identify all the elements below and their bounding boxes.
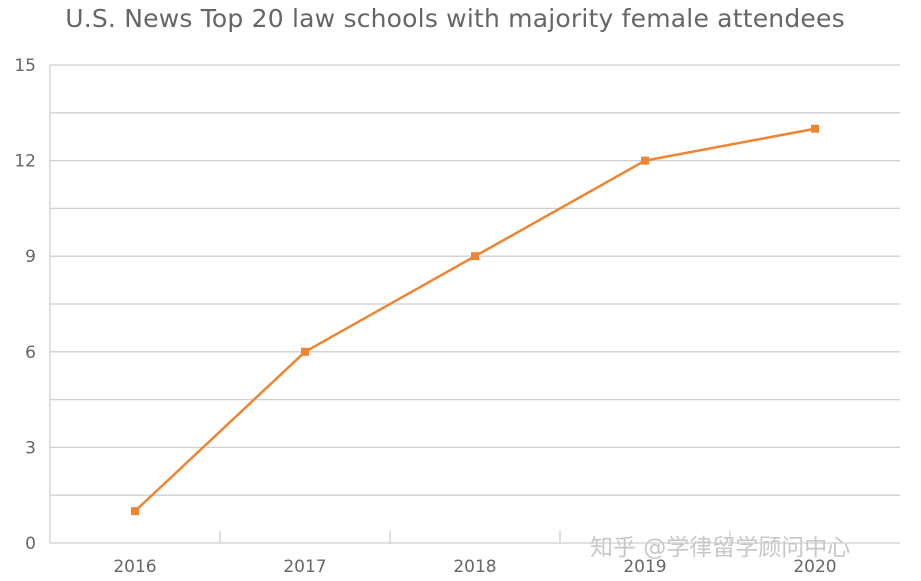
watermark-text: 知乎 @学律留学顾问中心 xyxy=(590,535,851,561)
data-point xyxy=(301,347,309,356)
data-point xyxy=(811,124,819,133)
gridlines xyxy=(50,64,900,496)
data-point xyxy=(131,507,139,516)
y-tick-label: 9 xyxy=(25,247,36,267)
y-tick-labels: 0 3 6 9 12 15 xyxy=(14,56,36,554)
x-tick-label: 2017 xyxy=(283,557,326,577)
x-tick-label: 2020 xyxy=(793,557,836,577)
y-tick-label: 12 xyxy=(14,152,36,172)
y-tick-label: 0 xyxy=(25,534,36,554)
x-tick-label: 2016 xyxy=(113,557,156,577)
series-line xyxy=(134,127,816,513)
series-group xyxy=(131,124,819,516)
data-point xyxy=(471,252,479,261)
y-tick-label: 15 xyxy=(14,56,36,76)
data-point xyxy=(641,156,649,165)
chart-title: U.S. News Top 20 law schools with majori… xyxy=(65,4,845,33)
x-tick-label: 2018 xyxy=(453,557,496,577)
y-tick-label: 3 xyxy=(25,438,36,458)
x-tick-labels: 2016 2017 2018 2019 2020 xyxy=(113,557,836,577)
axes xyxy=(49,65,900,544)
y-tick-label: 6 xyxy=(25,343,36,363)
x-tick-label: 2019 xyxy=(623,557,666,577)
